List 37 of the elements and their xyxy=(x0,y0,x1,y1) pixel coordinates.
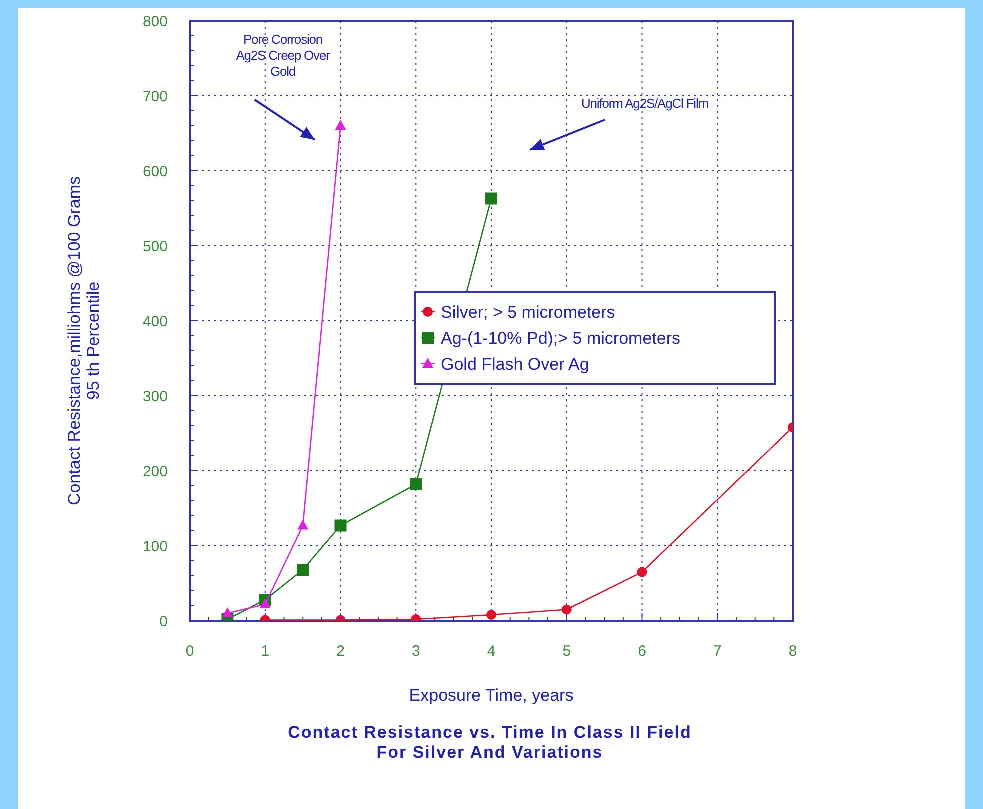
y-axis-title: Contact Resistance,milliohms @100 Grams 95 th Percentile xyxy=(65,176,103,506)
x-axis-title: Exposure Time, years xyxy=(409,686,574,705)
legend-label: Ag-(1-10% Pd);> 5 micrometers xyxy=(441,328,680,348)
point xyxy=(637,567,648,578)
annotation: Uniform Ag2S/AgCl Film xyxy=(582,96,708,111)
legend-label: Gold Flash Over Ag xyxy=(441,354,590,374)
point xyxy=(486,610,496,620)
y-tick-label: 500 xyxy=(142,238,168,256)
y-tick-label: 0 xyxy=(160,613,168,630)
legend-label: Silver; > 5 micrometers xyxy=(441,302,616,322)
x-tick-label: 3 xyxy=(412,643,420,660)
point xyxy=(335,120,346,130)
x-tick-label: 1 xyxy=(261,643,270,660)
x-tick-label: 4 xyxy=(487,643,496,660)
point xyxy=(562,604,572,615)
x-tick-label: 2 xyxy=(336,643,345,660)
x-tick-label: 5 xyxy=(562,643,572,660)
y-tick-label: 800 xyxy=(142,13,168,30)
y-tick-label: 100 xyxy=(142,538,168,556)
x-tick-label: 6 xyxy=(638,643,646,660)
point xyxy=(334,520,347,532)
y-tick-label: 300 xyxy=(142,388,168,406)
x-tick-label: 0 xyxy=(186,643,194,660)
y-tick-label: 600 xyxy=(142,163,168,180)
x-tick-label: 8 xyxy=(788,643,798,660)
point xyxy=(222,608,234,618)
point xyxy=(298,520,309,530)
point xyxy=(260,598,271,608)
annotation: Pore Corrosion Ag2S Creep Over Gold xyxy=(236,32,332,79)
y-tick-label: 200 xyxy=(142,463,168,480)
point xyxy=(486,192,498,205)
point xyxy=(410,478,422,490)
x-tick-label: 7 xyxy=(713,643,722,660)
y-tick-label: 400 xyxy=(142,313,168,330)
text: Contact Resistance vs. Time In Class II Field For Silver And Variations xyxy=(288,723,692,762)
point xyxy=(297,564,310,576)
y-tick-label: 700 xyxy=(142,88,168,106)
